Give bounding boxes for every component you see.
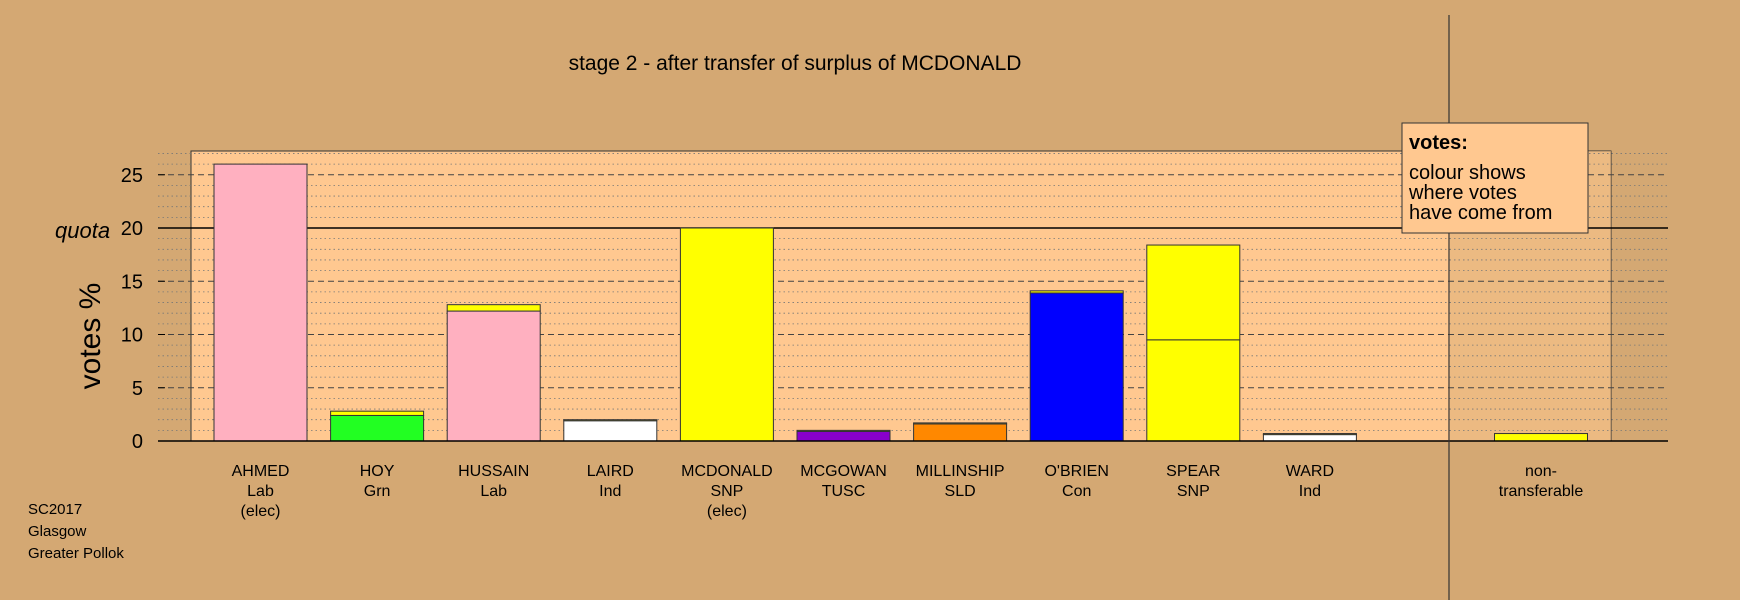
candidate-label-mcdonald: SNP (710, 483, 743, 500)
chart-title: stage 2 - after transfer of surplus of M… (569, 52, 1022, 75)
candidate-label-mcgowan: MCGOWAN (800, 463, 887, 480)
y-tick-label: 0 (132, 431, 143, 453)
candidate-label-mcgowan: TUSC (822, 483, 866, 500)
y-tick-label: 20 (121, 218, 143, 240)
bar-segment-millinship-0 (913, 423, 1008, 442)
bars (213, 163, 1588, 442)
bar-segment-mcgowan-0 (796, 430, 891, 442)
footer-line-3: Greater Pollok (28, 545, 124, 562)
y-axis-label: votes % (74, 283, 107, 390)
bar-segment-hussain-0 (446, 310, 541, 442)
candidate-label-laird: LAIRD (587, 463, 634, 480)
candidate-label-obrien: O'BRIEN (1044, 463, 1108, 480)
candidate-label-laird: Ind (599, 483, 621, 500)
bar-segment-spear-1 (1146, 244, 1241, 341)
bar-segment-ahmed-0 (213, 163, 308, 442)
legend-box: votes: colour shows where votes have com… (1401, 122, 1589, 234)
bar-segment-obrien-0 (1029, 292, 1124, 442)
y-tick-label: 15 (121, 271, 143, 293)
y-tick-label: 10 (121, 325, 143, 347)
quota-label: quota (55, 218, 110, 243)
nontransferable-label: transferable (1499, 483, 1584, 500)
nontransferable-label: non- (1525, 463, 1557, 480)
y-tick-label: 25 (121, 165, 143, 187)
bar-segment-ward-0 (1262, 434, 1357, 442)
candidate-label-ahmed: (elec) (240, 503, 280, 520)
candidate-label-ahmed: Lab (247, 483, 274, 500)
candidate-label-millinship: SLD (945, 483, 976, 500)
bar-segment-laird-1 (563, 419, 658, 422)
candidate-label-ahmed: AHMED (232, 463, 290, 480)
candidate-label-mcdonald: (elec) (707, 503, 747, 520)
candidate-label-mcdonald: MCDONALD (681, 463, 773, 480)
bar-segment-spear-0 (1146, 339, 1241, 442)
y-axis: 0 5 10 15 20 25 (121, 165, 165, 453)
bar-segment-hoy-0 (330, 414, 425, 442)
legend-title: votes: (1409, 132, 1468, 154)
x-axis-labels: AHMED Lab (elec) HOY Grn HUSSAIN Lab LAIRD Ind MC… (232, 463, 1584, 520)
bar-segment-hoy-1 (330, 410, 425, 416)
footer-line-2: Glasgow (28, 523, 87, 540)
candidate-label-hoy: HOY (360, 463, 395, 480)
bar-segment-hussain-1 (446, 304, 541, 312)
legend-line-1: colour shows (1409, 162, 1526, 184)
candidate-label-ward: WARD (1286, 463, 1334, 480)
legend-line-2: where votes (1408, 182, 1517, 204)
bar-segment-mcgowan-1 (796, 429, 891, 432)
bar-segment-mcdonald-0 (679, 227, 774, 442)
candidate-label-hoy: Grn (364, 483, 391, 500)
footer-line-1: SC2017 (28, 501, 82, 518)
bar-segment-ward-1 (1262, 433, 1357, 436)
plot-panel (190, 150, 1612, 442)
candidate-label-hussain: Lab (480, 483, 507, 500)
candidate-label-millinship: MILLINSHIP (916, 463, 1005, 480)
candidate-label-spear: SPEAR (1166, 463, 1220, 480)
bar-segment-nontransferable-0 (1494, 433, 1588, 442)
bar-segment-millinship-1 (913, 422, 1008, 425)
bar-segment-laird-0 (563, 420, 658, 442)
footer: SC2017 Glasgow Greater Pollok (28, 501, 124, 562)
bar-segment-obrien-1 (1029, 290, 1124, 294)
candidate-label-obrien: Con (1062, 483, 1091, 500)
y-tick-label: 5 (132, 378, 143, 400)
candidate-label-ward: Ind (1299, 483, 1321, 500)
candidate-label-spear: SNP (1177, 483, 1210, 500)
candidate-label-hussain: HUSSAIN (458, 463, 529, 480)
legend-line-3: have come from (1409, 202, 1552, 224)
